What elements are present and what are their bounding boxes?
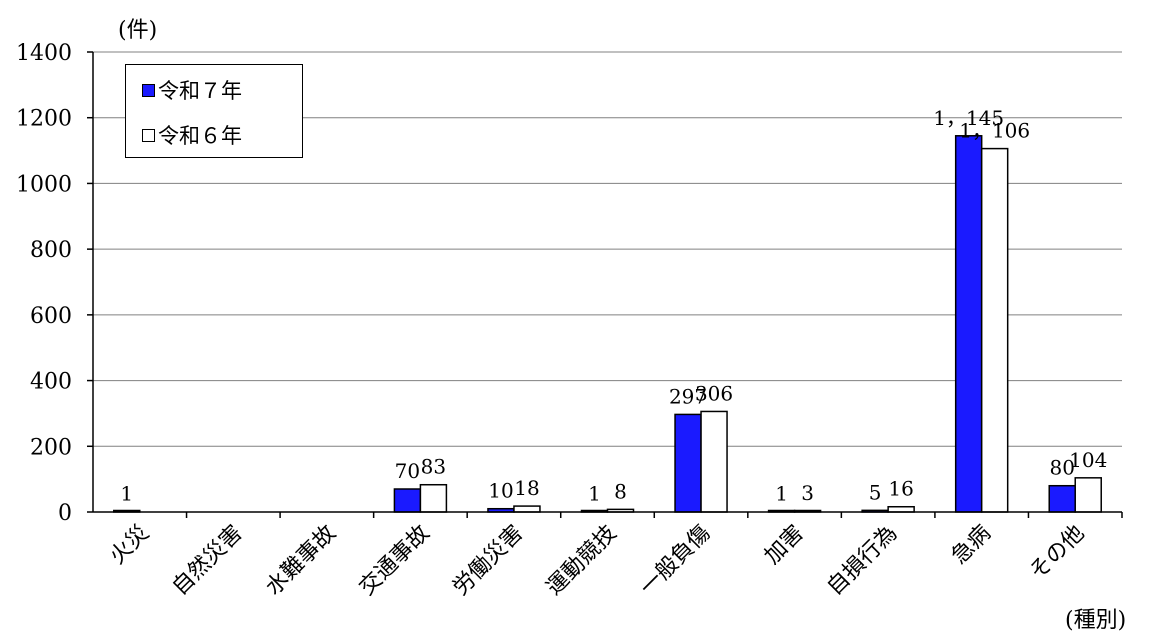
bar-series-2 (700, 410, 728, 513)
x-tick-label: 一般負傷 (635, 521, 715, 601)
bar-series-2 (419, 483, 448, 513)
bar-series-1 (954, 135, 983, 513)
data-label: 18 (514, 476, 539, 500)
data-label: 83 (421, 455, 446, 479)
data-label: 297 (669, 384, 707, 408)
legend-item-series-1: 令和７年 (142, 77, 242, 103)
y-unit-label: (件) (118, 18, 158, 43)
x-tick-label: 自然災害 (168, 521, 248, 601)
bar-series-2 (513, 505, 541, 513)
y-tick-label: 1200 (16, 107, 72, 132)
bar-series-1 (393, 488, 422, 513)
y-axis-ticks: 0 200 400 600 800 1000 1200 1400 (16, 41, 93, 526)
data-label: 16 (888, 477, 913, 501)
data-label: 1，145 (933, 106, 1004, 130)
data-label: 80 (1050, 456, 1075, 480)
legend-label-series-1: 令和７年 (158, 79, 242, 103)
x-tick-label: 交通事故 (355, 521, 435, 601)
x-tick-label: 運動競技 (542, 521, 622, 601)
y-tick-label: 600 (30, 304, 72, 329)
x-tick-label: 急病 (947, 521, 996, 570)
y-tick-label: 0 (58, 501, 72, 526)
data-label: 1 (775, 482, 788, 506)
data-label: 8 (614, 479, 627, 503)
x-tick-label: その他 (1025, 521, 1089, 585)
y-tick-label: 1400 (16, 41, 72, 66)
data-label: 5 (869, 480, 882, 504)
x-tick-label: 労働災害 (448, 521, 528, 601)
x-tick-label: 火災 (105, 521, 154, 570)
legend-label-series-2: 令和６年 (158, 124, 242, 148)
y-tick-label: 800 (30, 238, 72, 263)
x-tick-label: 水難事故 (261, 521, 341, 601)
data-label: 10 (488, 479, 513, 503)
y-tick-label: 200 (30, 435, 72, 460)
data-label: 1，106 (959, 119, 1030, 143)
data-label: 3 (801, 481, 814, 505)
bar-series-1 (674, 413, 702, 513)
x-axis-ticks: 火災 自然災害 水難事故 交通事故 労働災害 運動競技 一般負傷 加害 自損行為 急病 その他 (105, 512, 1123, 601)
bar-series-2 (1074, 477, 1102, 513)
legend: 令和７年 令和６年 (125, 64, 303, 158)
data-label: 1 (120, 482, 133, 506)
y-tick-label: 1000 (16, 172, 72, 197)
legend-swatch-blue-icon (142, 83, 155, 97)
x-tick-label: 加害 (760, 521, 809, 570)
bars (113, 135, 1102, 513)
data-label: 1 (588, 482, 601, 506)
bar-series-1 (1048, 484, 1076, 513)
y-tick-label: 400 (30, 370, 72, 395)
legend-item-series-2: 令和６年 (142, 122, 242, 148)
x-tick-label: 自損行為 (822, 521, 902, 601)
data-label: 306 (695, 381, 733, 405)
bar-series-2 (887, 505, 915, 513)
data-label: 70 (395, 459, 420, 483)
data-label: 104 (1069, 448, 1107, 472)
legend-swatch-white-icon (142, 128, 155, 142)
x-axis-label: (種別) (1065, 608, 1127, 633)
bar-series-2 (980, 147, 1009, 513)
